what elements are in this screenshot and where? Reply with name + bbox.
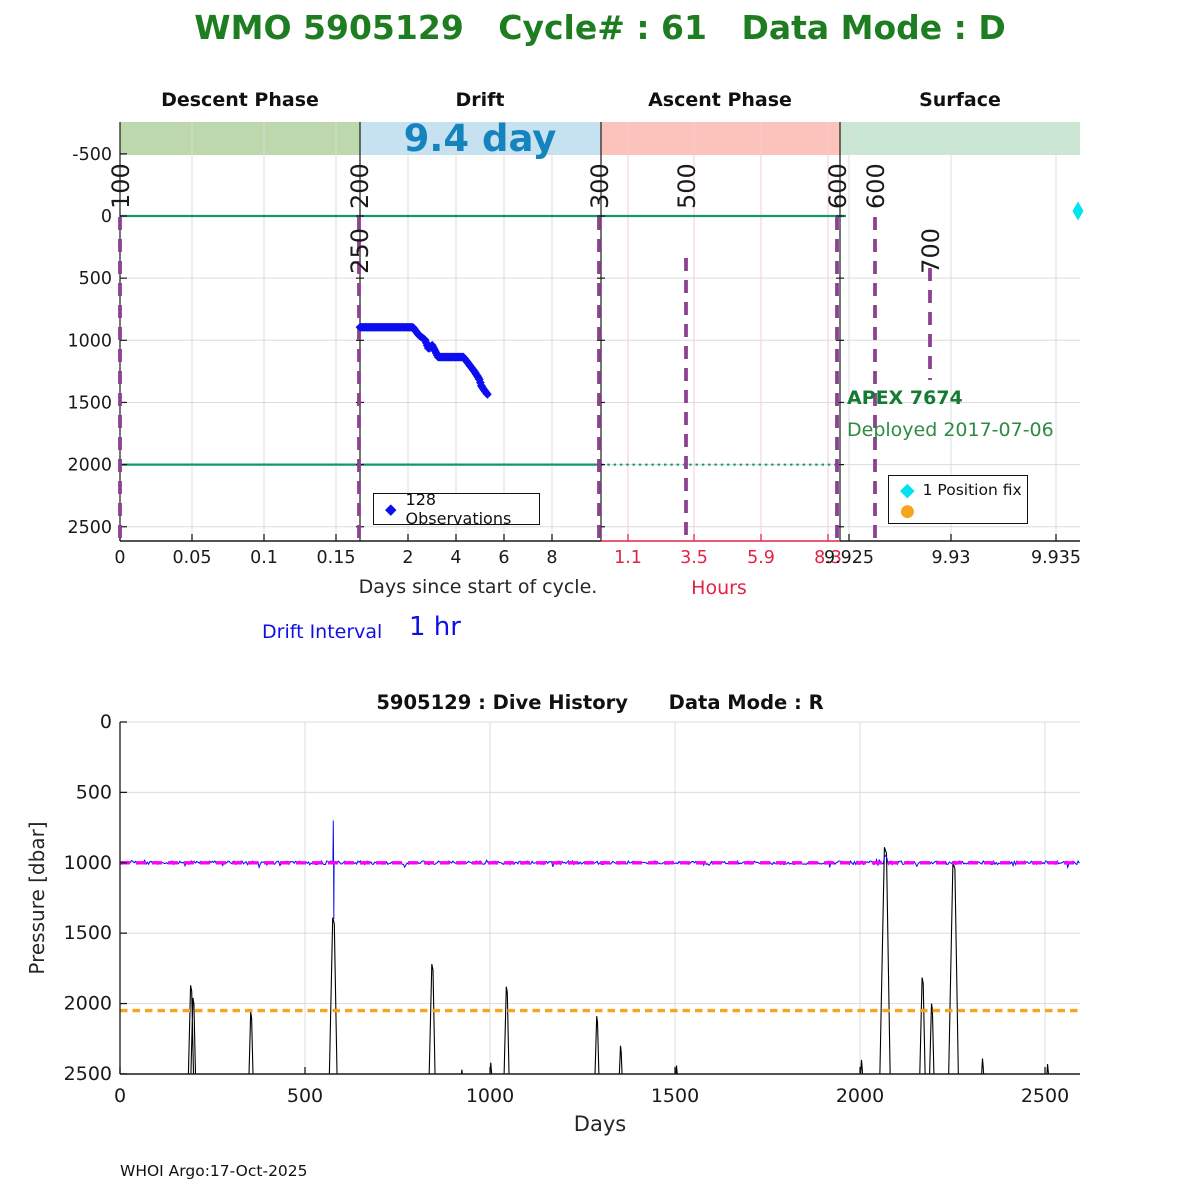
svg-text:8: 8 <box>546 548 557 568</box>
phase-label-drift: Drift <box>455 89 505 111</box>
svg-text:2000: 2000 <box>67 456 112 476</box>
svg-text:0.1: 0.1 <box>250 548 278 568</box>
svg-text:2500: 2500 <box>64 1063 112 1085</box>
svg-text:2500: 2500 <box>67 518 112 538</box>
svg-text:0: 0 <box>114 548 125 568</box>
svg-text:1500: 1500 <box>651 1085 699 1107</box>
svg-text:8.3: 8.3 <box>814 548 842 568</box>
svg-text:2500: 2500 <box>1021 1085 1069 1107</box>
svg-text:2000: 2000 <box>836 1085 884 1107</box>
observations-legend-label: 128 Observations <box>405 490 512 528</box>
svg-text:500: 500 <box>76 781 112 803</box>
svg-text:0.05: 0.05 <box>173 548 212 568</box>
svg-text:0: 0 <box>114 1085 126 1107</box>
svg-text:1000: 1000 <box>64 852 112 874</box>
svg-text:700: 700 <box>917 228 945 274</box>
svg-text:300: 300 <box>586 163 614 209</box>
svg-text:0: 0 <box>100 711 112 733</box>
svg-text:3.5: 3.5 <box>680 548 708 568</box>
drift-interval-label: Drift Interval <box>262 621 383 643</box>
svg-text:500: 500 <box>79 269 112 289</box>
svg-text:-500: -500 <box>72 145 112 165</box>
x-axis-label-days: Days since start of cycle. <box>358 576 598 598</box>
svg-text:1000: 1000 <box>466 1085 514 1107</box>
credit-text: WHOI Argo:17-Oct-2025 <box>120 1162 308 1180</box>
cyan-diamond-icon: ◆ <box>900 478 915 501</box>
deployed-date-label: Deployed 2017-07-06 <box>847 419 1054 441</box>
phase-label-surface: Surface <box>919 89 1001 111</box>
surface-legend: ◆ 1 Position fix ● <box>888 475 1028 524</box>
position-fix-legend-label: 1 Position fix <box>922 480 1022 499</box>
svg-text:0.15: 0.15 <box>317 548 356 568</box>
svg-text:0: 0 <box>101 207 112 227</box>
svg-text:500: 500 <box>287 1085 323 1107</box>
days-axis-label: Days <box>573 1112 627 1136</box>
svg-text:1.1: 1.1 <box>614 548 642 568</box>
svg-text:2: 2 <box>402 548 413 568</box>
page-title: WMO 5905129 Cycle# : 61 Data Mode : D <box>194 8 1006 47</box>
svg-text:600: 600 <box>824 163 852 209</box>
svg-text:9.925: 9.925 <box>824 548 874 568</box>
svg-text:6: 6 <box>498 548 509 568</box>
blue-diamond-icon: ◆ <box>385 500 397 518</box>
svg-text:1500: 1500 <box>67 393 112 413</box>
observations-legend: ◆ 128 Observations <box>373 490 540 528</box>
svg-text:100: 100 <box>107 163 135 209</box>
svg-text:250: 250 <box>346 228 374 274</box>
svg-text:600: 600 <box>862 163 890 209</box>
drift-interval-value: 1 hr <box>409 612 461 642</box>
x-axis-label-hours: Hours <box>691 577 747 599</box>
phase-label-ascent: Ascent Phase <box>648 89 792 111</box>
orange-circle-icon: ● <box>900 500 915 521</box>
svg-text:200: 200 <box>346 163 374 209</box>
svg-text:500: 500 <box>673 163 701 209</box>
svg-text:2000: 2000 <box>64 993 112 1015</box>
svg-text:9.93: 9.93 <box>932 548 971 568</box>
svg-text:5.9: 5.9 <box>747 548 775 568</box>
float-type-label: APEX 7674 <box>847 387 963 409</box>
drift-duration-label: 9.4 day <box>403 117 557 160</box>
svg-text:9.935: 9.935 <box>1031 548 1081 568</box>
phase-label-descent: Descent Phase <box>161 89 319 111</box>
pressure-axis-label: Pressure [dbar] <box>25 821 49 975</box>
svg-text:4: 4 <box>450 548 461 568</box>
dive-history-title: 5905129 : Dive History Data Mode : R <box>376 691 824 714</box>
svg-text:1000: 1000 <box>67 331 112 351</box>
svg-text:1500: 1500 <box>64 922 112 944</box>
